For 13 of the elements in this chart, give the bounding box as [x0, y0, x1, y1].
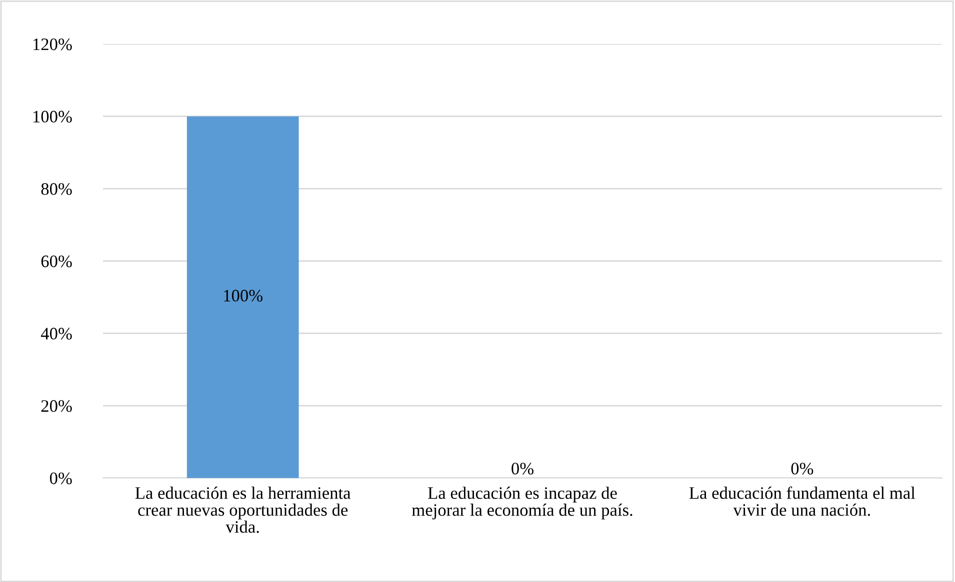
data-label: 0% [791, 462, 814, 475]
y-tick-label: 0% [50, 472, 72, 484]
x-tick-label: La educación es la herramienta crear nuevas oportunidades de vida. [135, 486, 351, 533]
x-tick-label: La educación fundamenta el mal vivir de una nación. [689, 486, 916, 516]
y-tick-label: 40% [40, 328, 72, 340]
x-tick-label: La educación es incapaz de mejorar la economía de un país. [412, 486, 632, 520]
y-tick-label: 20% [41, 400, 72, 412]
data-label: 100% [224, 290, 262, 302]
data-label: 0% [512, 462, 534, 475]
y-tick-label: 100% [33, 110, 72, 123]
y-tick-label: 120% [33, 38, 72, 50]
y-tick-label: 80% [41, 183, 72, 195]
y-tick-label: 60% [41, 255, 72, 268]
